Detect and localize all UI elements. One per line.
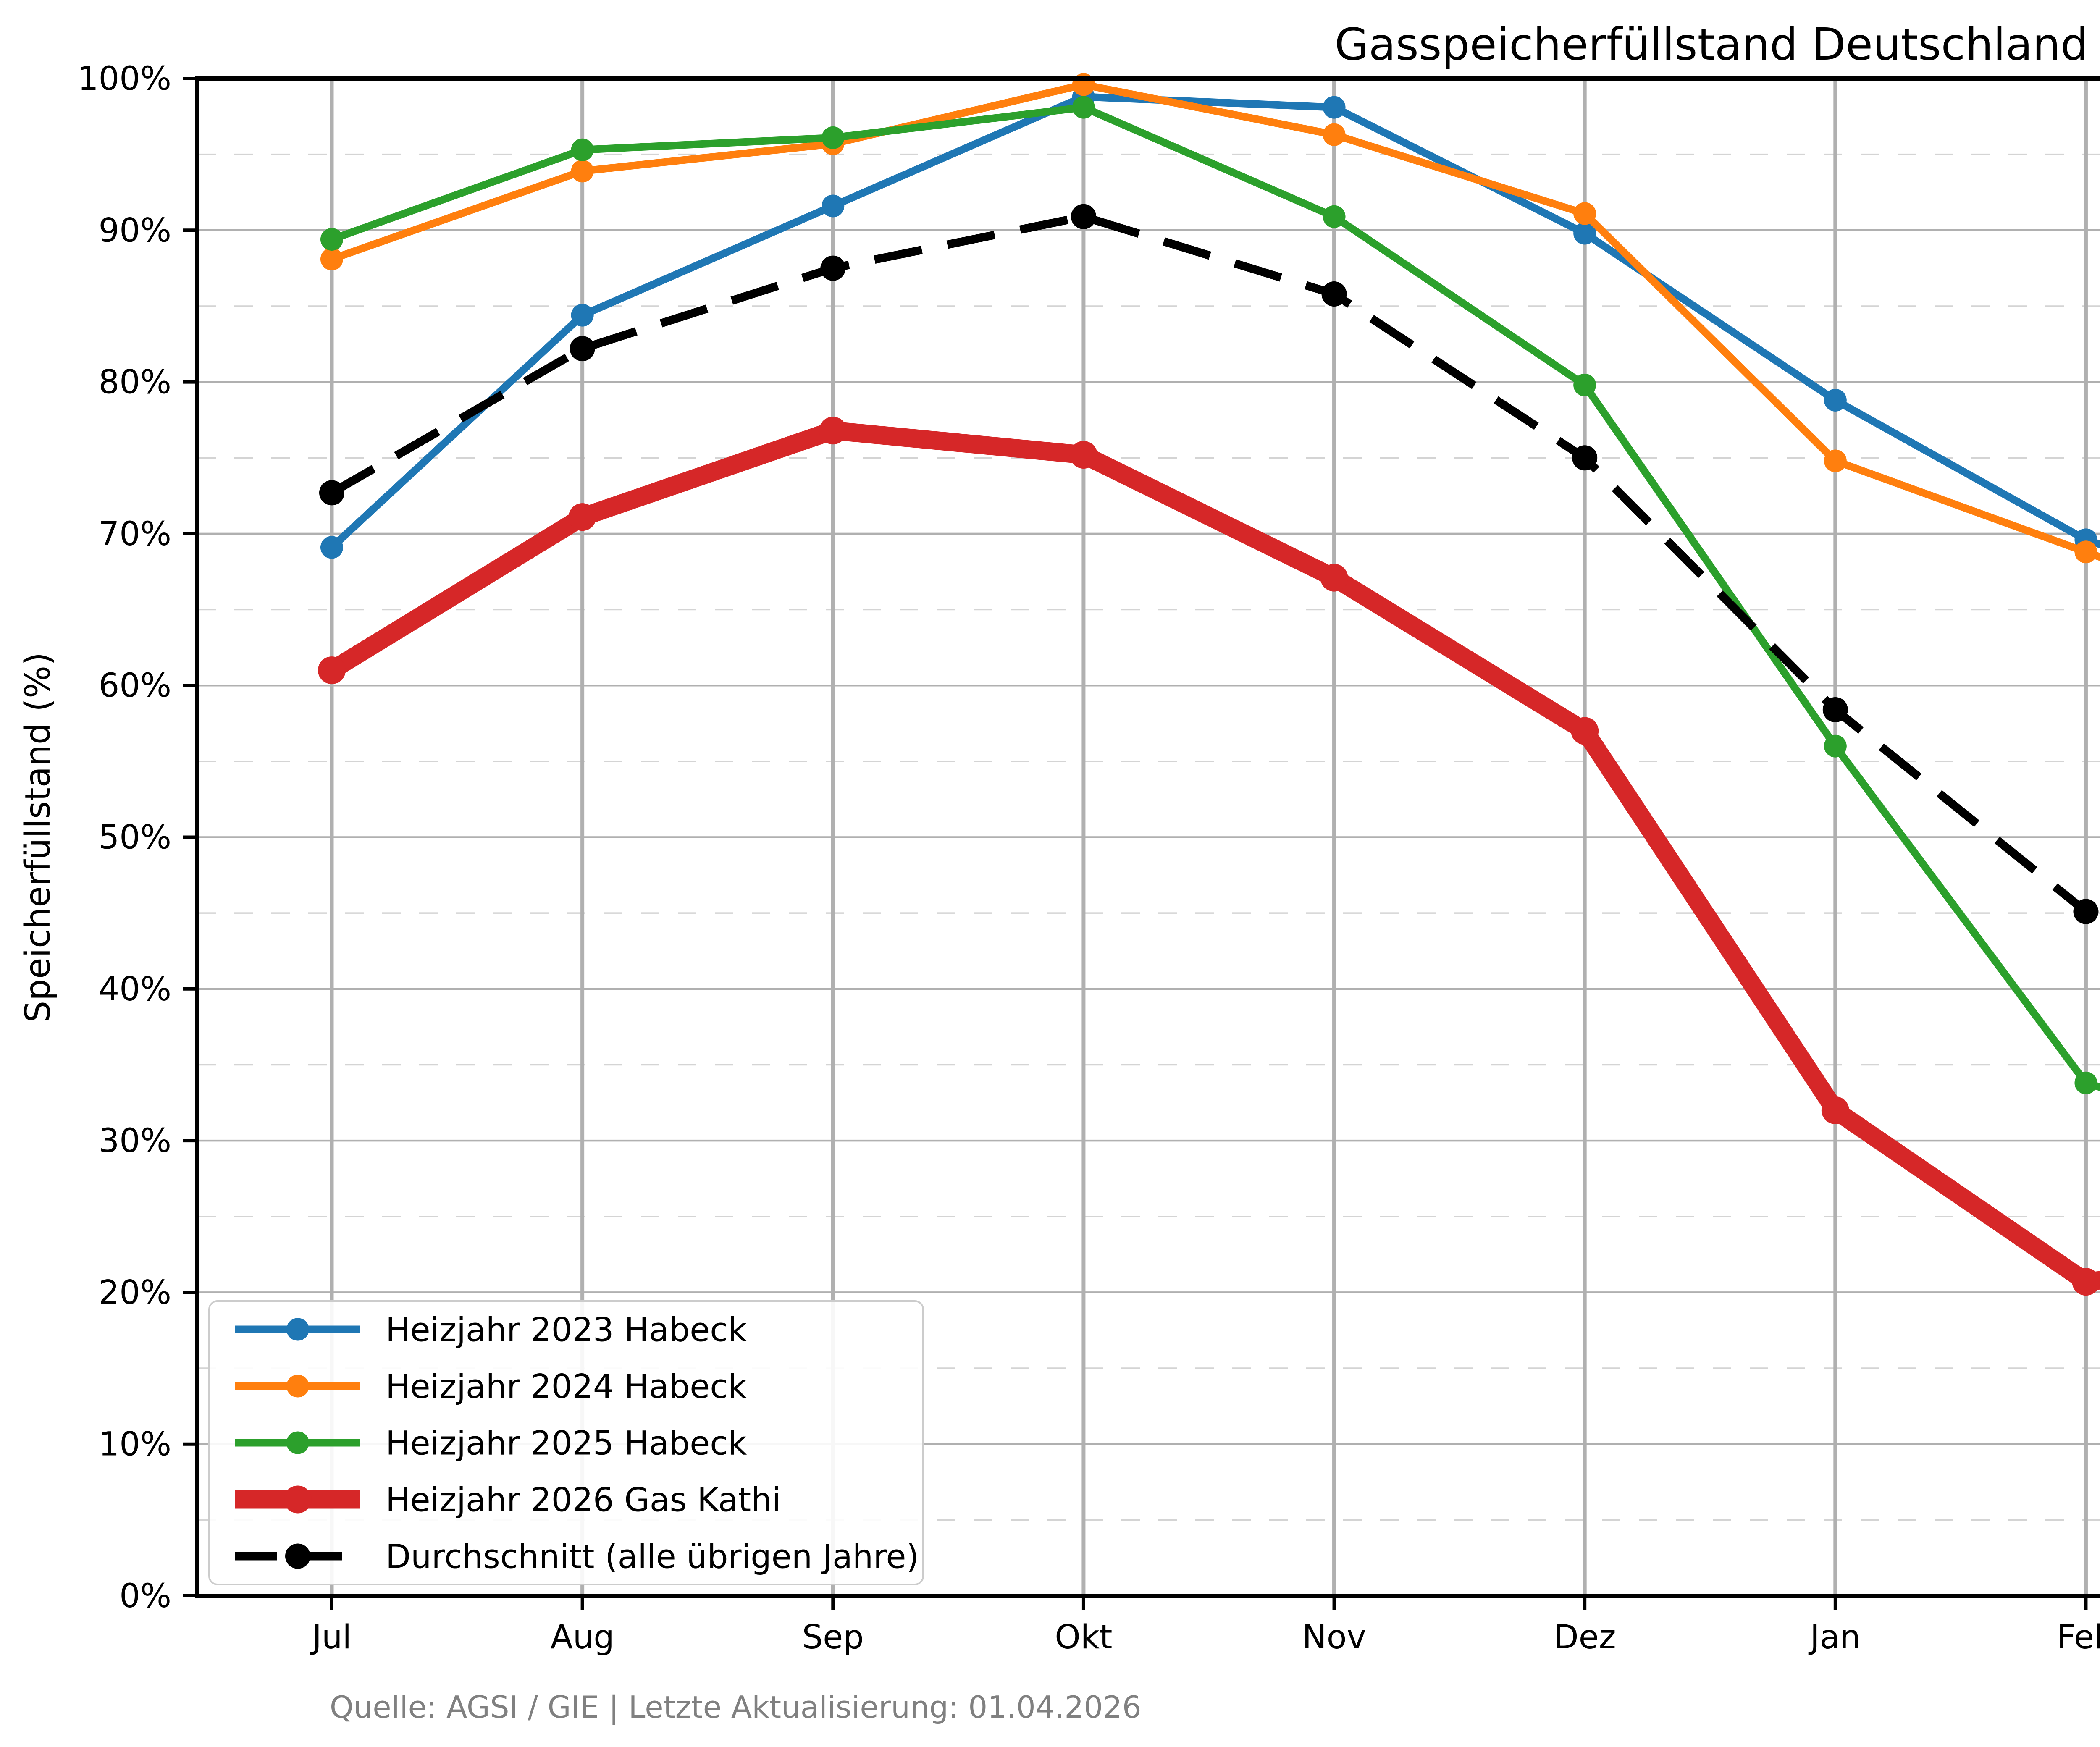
data-point-marker — [1824, 388, 1847, 412]
data-point-marker — [820, 255, 846, 281]
x-tick-label: Aug — [550, 1618, 614, 1656]
data-point-marker — [2074, 1071, 2097, 1094]
data-point-marker — [2073, 899, 2099, 924]
y-tick-label: 90% — [99, 212, 171, 249]
y-tick-label: 50% — [99, 819, 171, 857]
data-point-marker — [1320, 564, 1348, 592]
data-point-marker — [1821, 1096, 1849, 1124]
legend-box — [208, 1300, 924, 1585]
y-tick-label: 70% — [99, 515, 171, 553]
data-point-marker — [1323, 205, 1346, 228]
legend: Heizjahr 2023 Habeck Heizjahr 2024 Habeck… — [208, 1300, 924, 1585]
data-point-marker — [1323, 123, 1346, 146]
gridlines — [197, 79, 2100, 1596]
legend-sample-marker — [285, 1543, 310, 1569]
y-tick-label: 20% — [99, 1274, 171, 1312]
data-point-marker — [1571, 717, 1599, 745]
y-tick-label: 10% — [99, 1426, 171, 1464]
x-tick-label: Dez — [1554, 1618, 1616, 1656]
data-point-marker — [571, 138, 594, 161]
legend-item-label: Heizjahr 2024 Habeck — [386, 1368, 747, 1406]
data-point-marker — [819, 417, 847, 445]
data-point-marker — [320, 228, 343, 251]
series-line — [329, 93, 2100, 551]
source-note: Quelle: AGSI / GIE | Letzte Aktualisieru… — [330, 1689, 1142, 1725]
data-series — [318, 73, 2100, 1296]
data-point-marker — [571, 160, 594, 183]
data-point-marker — [1573, 222, 1596, 245]
data-point-marker — [568, 503, 596, 531]
legend-item: Heizjahr 2025 Habeck — [235, 1425, 747, 1463]
data-point-marker — [822, 126, 845, 149]
y-axis-title: Speicherfüllstand (%) — [18, 652, 58, 1023]
x-tick-label: Feb — [2057, 1618, 2100, 1656]
y-tick-label: 0% — [119, 1577, 171, 1615]
y-tick-label: 80% — [99, 364, 171, 401]
legend-item: Heizjahr 2024 Habeck — [235, 1368, 747, 1406]
data-point-marker — [1321, 281, 1347, 307]
legend-item-label: Durchschnitt (alle übrigen Jahre) — [386, 1538, 919, 1576]
data-point-marker — [1072, 96, 1095, 119]
data-point-marker — [320, 536, 343, 559]
data-point-marker — [1824, 734, 1847, 758]
tick-labels: 0% 10% 20% 30% 40% 50% 60% 70% 80% 90% 100% Jul Aug S… — [78, 60, 2100, 1656]
legend-item-label: Heizjahr 2023 Habeck — [386, 1312, 747, 1349]
x-tick-label: Nov — [1302, 1618, 1366, 1656]
data-point-marker — [1071, 204, 1096, 229]
data-point-marker — [570, 336, 595, 362]
series-line — [330, 103, 2100, 1091]
series-line — [331, 81, 2100, 561]
legend-item-label: Heizjahr 2026 Gas Kathi — [386, 1482, 781, 1519]
x-tick-label: Okt — [1055, 1618, 1112, 1656]
y-tick-label: 100% — [78, 60, 171, 98]
y-tick-label: 40% — [99, 971, 171, 1008]
y-tick-label: 30% — [99, 1122, 171, 1160]
data-point-marker — [1573, 373, 1596, 396]
chart-title: Gasspeicherfüllstand Deutschland — [1334, 19, 2088, 70]
data-point-marker — [571, 304, 594, 327]
data-point-marker — [318, 656, 346, 685]
legend-sample-marker — [286, 1431, 309, 1454]
legend-item: Durchschnitt (alle übrigen Jahre) — [235, 1538, 919, 1576]
x-tick-label: Jul — [310, 1618, 352, 1656]
data-point-marker — [1824, 449, 1847, 472]
data-point-marker — [1069, 441, 1097, 469]
y-tick-label: 60% — [99, 667, 171, 705]
legend-sample-marker — [284, 1485, 312, 1514]
axes — [183, 76, 2100, 1610]
data-point-marker — [1573, 202, 1596, 225]
data-point-marker — [2074, 540, 2097, 564]
data-point-marker — [1822, 697, 1848, 723]
legend-item: Heizjahr 2023 Habeck — [235, 1312, 747, 1349]
data-point-marker — [1323, 96, 1346, 119]
data-point-marker — [320, 247, 343, 270]
legend-sample-marker — [286, 1375, 309, 1398]
data-point-marker — [319, 480, 344, 506]
x-tick-label: Jan — [1808, 1618, 1861, 1656]
legend-item-label: Heizjahr 2025 Habeck — [386, 1425, 747, 1463]
data-point-marker — [822, 194, 845, 218]
x-tick-label: Sep — [802, 1618, 864, 1656]
legend-sample-marker — [286, 1318, 309, 1341]
legend-item: Heizjahr 2026 Gas Kathi — [235, 1482, 781, 1519]
data-point-marker — [2072, 1268, 2100, 1296]
data-point-marker — [1572, 445, 1598, 471]
